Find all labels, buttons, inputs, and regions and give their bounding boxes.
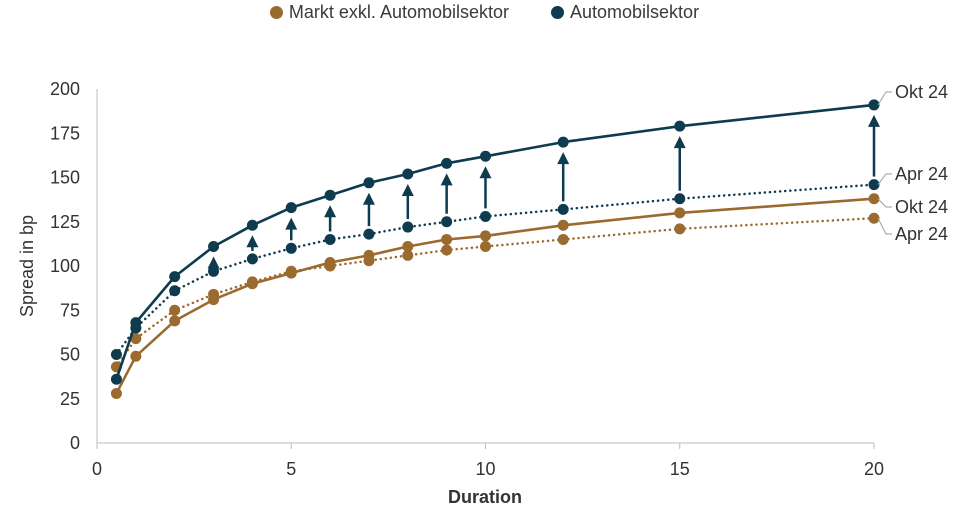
- legend-label-auto: Automobilsektor: [570, 2, 700, 22]
- data-point: [246, 276, 258, 288]
- end-label-leader: [877, 198, 892, 208]
- y-tick-label: 0: [70, 433, 80, 453]
- data-point: [324, 260, 336, 272]
- legend-marker-markt: [269, 6, 283, 19]
- data-point: [110, 373, 122, 385]
- data-point: [169, 304, 181, 316]
- end-label-leader: [877, 217, 892, 235]
- data-point: [208, 288, 220, 300]
- data-point: [674, 223, 686, 235]
- data-point: [363, 228, 375, 240]
- data-point: [480, 210, 491, 222]
- y-tick-label: 75: [60, 300, 80, 320]
- y-tick-label: 50: [60, 345, 80, 365]
- x-tick-label: 20: [864, 459, 884, 479]
- series-line: [115, 197, 876, 395]
- y-axis-title: Spread in bp: [17, 215, 37, 317]
- data-point: [246, 219, 258, 231]
- x-tick-label: 0: [92, 459, 102, 479]
- change-arrow-head: [868, 114, 880, 127]
- data-point: [130, 333, 142, 345]
- plot-area: Okt 24 Apr 24 Okt 24 Apr 24: [110, 82, 948, 399]
- data-point: [441, 216, 453, 228]
- x-tick-label: 15: [670, 459, 690, 479]
- data-point: [285, 242, 297, 254]
- change-arrow-head: [207, 256, 220, 269]
- data-point: [557, 136, 569, 148]
- data-point: [324, 189, 336, 201]
- change-arrow-head: [246, 235, 259, 248]
- data-point: [402, 168, 414, 180]
- data-point: [868, 212, 880, 224]
- data-point: [402, 221, 414, 233]
- data-point: [557, 203, 569, 215]
- x-tick-label: 5: [286, 459, 296, 479]
- data-point: [557, 219, 569, 231]
- data-point: [402, 249, 414, 261]
- data-point: [363, 255, 375, 267]
- data-point: [868, 179, 880, 191]
- data-point: [110, 349, 122, 360]
- data-point: [169, 285, 181, 297]
- change-arrow-head: [479, 166, 492, 179]
- series-line: [115, 103, 876, 381]
- data-point: [363, 177, 375, 189]
- change-arrow-head: [324, 205, 337, 218]
- data-point: [208, 241, 220, 253]
- data-point: [674, 120, 686, 132]
- data-point: [868, 99, 880, 111]
- y-tick-label: 175: [50, 123, 80, 143]
- change-arrow-head: [557, 152, 570, 165]
- chart-legend: Markt exkl. Automobilsektor Automobilsek…: [0, 2, 969, 23]
- data-point: [557, 233, 569, 245]
- end-label: Okt 24: [895, 82, 948, 102]
- data-point: [441, 157, 453, 169]
- y-tick-label: 200: [50, 79, 80, 99]
- data-point: [169, 271, 181, 283]
- data-point: [868, 193, 880, 205]
- data-point: [441, 233, 453, 245]
- data-point: [285, 202, 297, 214]
- data-point: [285, 265, 297, 277]
- legend-label-markt: Markt exkl. Automobilsektor: [288, 2, 509, 22]
- change-arrow-head: [673, 136, 686, 149]
- series-line: [115, 216, 876, 369]
- data-point: [130, 350, 142, 362]
- end-label: Okt 24: [895, 197, 948, 217]
- data-point: [402, 241, 414, 253]
- change-arrow-head: [401, 183, 414, 196]
- legend-marker-auto: [551, 6, 564, 19]
- data-point: [324, 233, 336, 245]
- series-line: [115, 183, 876, 356]
- data-point: [169, 315, 181, 327]
- data-point: [480, 241, 491, 253]
- legend-item-markt: Markt exkl. Automobilsektor: [269, 2, 509, 23]
- end-label-leader: [877, 173, 892, 185]
- data-point: [441, 244, 453, 256]
- data-point: [110, 387, 122, 399]
- y-tick-label: 150: [50, 168, 80, 188]
- y-tick-label: 100: [50, 256, 80, 276]
- data-point: [674, 207, 686, 219]
- y-tick-label: 25: [60, 389, 80, 409]
- data-point: [674, 193, 686, 205]
- end-label-leader: [877, 91, 892, 106]
- data-point: [480, 230, 491, 242]
- legend-item-auto: Automobilsektor: [551, 2, 699, 23]
- end-label: Apr 24: [895, 224, 948, 244]
- change-arrow-head: [440, 173, 453, 186]
- data-point: [246, 253, 258, 265]
- y-tick-label: 125: [50, 212, 80, 232]
- data-point: [480, 150, 491, 162]
- data-point: [130, 322, 142, 334]
- change-arrow-head: [285, 217, 298, 230]
- end-label: Apr 24: [895, 164, 948, 184]
- x-axis-title: Duration: [448, 487, 522, 507]
- axes: 0 25 50 75 100 125 150 175 200 0 5 10 15 20: [50, 79, 884, 479]
- data-point: [208, 265, 220, 277]
- x-tick-label: 10: [475, 459, 495, 479]
- change-arrow-head: [362, 192, 375, 205]
